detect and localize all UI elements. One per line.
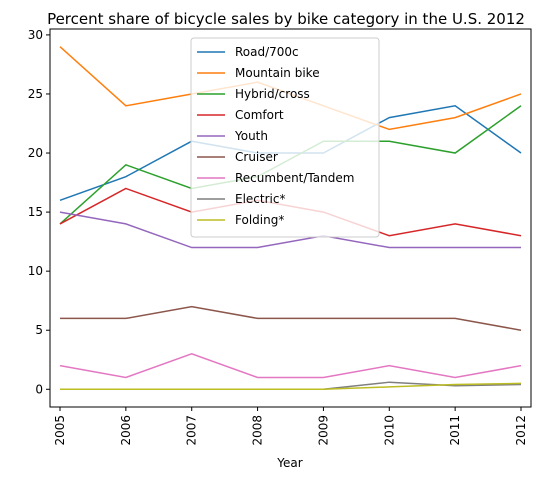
legend-label-4: Youth — [234, 129, 268, 143]
legend-label-1: Mountain bike — [235, 66, 320, 80]
x-tick-label-3: 2008 — [251, 415, 265, 446]
legend-label-5: Cruiser — [235, 150, 278, 164]
y-tick-label-5: 25 — [28, 87, 43, 101]
series-line-8 — [60, 383, 521, 389]
x-tick-label-6: 2011 — [448, 415, 462, 446]
legend-label-7: Electric* — [235, 192, 285, 206]
legend-label-8: Folding* — [235, 213, 284, 227]
legend: Road/700c Mountain bike Hybrid/cross Comfor… — [191, 38, 379, 237]
x-tick-label-2: 2007 — [185, 415, 199, 446]
legend-label-6: Recumbent/Tandem — [235, 171, 354, 185]
legend-label-3: Comfort — [235, 108, 284, 122]
series-line-6 — [60, 354, 521, 378]
x-tick-label-5: 2010 — [382, 415, 396, 446]
legend-label-0: Road/700c — [235, 45, 299, 59]
x-tick-label-4: 2009 — [316, 415, 330, 446]
y-tick-label-0: 0 — [35, 382, 43, 396]
y-tick-label-6: 30 — [28, 28, 43, 42]
series-line-5 — [60, 307, 521, 331]
y-tick-label-4: 20 — [28, 146, 43, 160]
y-tick-label-1: 5 — [35, 323, 43, 337]
x-tick-label-0: 2005 — [53, 415, 67, 446]
x-tick-label-1: 2006 — [119, 415, 133, 446]
y-tick-label-2: 10 — [28, 264, 43, 278]
x-tick-label-7: 2012 — [514, 415, 528, 446]
chart-title: Percent share of bicycle sales by bike c… — [47, 10, 525, 28]
series-line-7 — [60, 382, 521, 389]
legend-label-2: Hybrid/cross — [235, 87, 310, 101]
y-tick-label-3: 15 — [28, 205, 43, 219]
x-axis-label: Year — [276, 456, 302, 470]
